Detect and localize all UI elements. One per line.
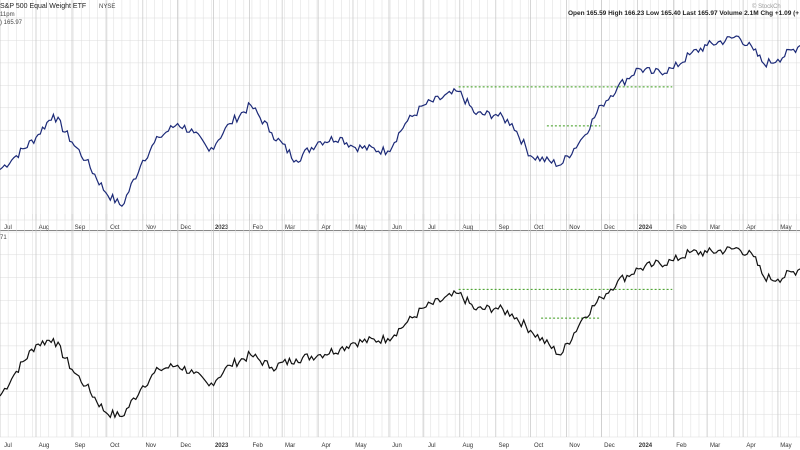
x-tick-label: 2024 (639, 443, 653, 449)
x-tick-label: Apr (321, 443, 330, 449)
x-tick-label: Aug (462, 443, 473, 449)
x-tick-label: Aug (462, 225, 473, 231)
x-tick-label: Dec (180, 443, 191, 449)
ohlc-readout: Open 165.59 High 166.23 Low 165.40 Last … (568, 10, 799, 17)
x-tick-label: Nov (145, 443, 156, 449)
x-tick-label: 2023 (215, 225, 229, 231)
x-tick-label: Oct (110, 443, 120, 449)
x-tick-label: May (355, 225, 366, 231)
x-tick-label: Feb (252, 443, 263, 449)
x-tick-label: Jul (4, 443, 12, 449)
x-tick-label: Sep (498, 443, 509, 449)
exchange-label: NYSE (99, 4, 115, 10)
lower-relative-line (0, 246, 800, 419)
x-tick-label: Dec (180, 225, 191, 231)
x-tick-label: Jun (392, 443, 402, 449)
x-tick-label: Nov (569, 225, 580, 231)
x-tick-label: Mar (285, 225, 295, 231)
x-tick-label: Mar (710, 443, 720, 449)
lower-panel-grid (0, 214, 800, 438)
upper-trendlines (458, 86, 673, 127)
x-tick-label: Feb (252, 225, 263, 231)
upper-price-line (0, 35, 800, 208)
x-tick-label: May (780, 225, 791, 231)
upper-panel-grid (0, 0, 800, 221)
x-tick-label: Oct (534, 225, 544, 231)
lower-panel-label: 71 (0, 235, 7, 241)
x-tick-label: Apr (746, 443, 755, 449)
x-tick-label: Oct (110, 225, 120, 231)
x-tick-label: Sep (75, 225, 86, 231)
x-tick-label: May (355, 443, 366, 449)
x-tick-label: Apr (321, 225, 330, 231)
watermark: © StockCh (752, 3, 781, 10)
x-tick-label: Dec (604, 443, 615, 449)
x-tick-label: Aug (39, 225, 50, 231)
x-tick-label: Nov (569, 443, 580, 449)
x-tick-label: Sep (75, 443, 86, 449)
x-tick-label: Apr (746, 225, 755, 231)
x-tick-label: Feb (676, 225, 687, 231)
x-tick-label: Aug (39, 443, 50, 449)
x-tick-label: May (780, 443, 791, 449)
price-readout: ) 165.97 (0, 20, 23, 26)
x-tick-label: 2024 (639, 225, 653, 231)
x-tick-label: Mar (285, 443, 295, 449)
chart-title: S&P 500 Equal Weight ETF (0, 3, 86, 10)
x-tick-label: Jul (428, 443, 436, 449)
x-tick-label: Nov (145, 225, 156, 231)
x-tick-label: 2023 (215, 443, 229, 449)
lower-x-axis: Jul Aug Sep Oct Nov Dec 2023 Feb Mar Apr May Jun Jul… (4, 443, 791, 449)
lower-trendlines (458, 288, 673, 319)
x-tick-label: Jun (392, 225, 402, 231)
session-label: 11pm (0, 12, 15, 18)
x-tick-label: Feb (676, 443, 687, 449)
x-tick-label: Oct (534, 443, 544, 449)
x-tick-label: Jul (428, 225, 436, 231)
